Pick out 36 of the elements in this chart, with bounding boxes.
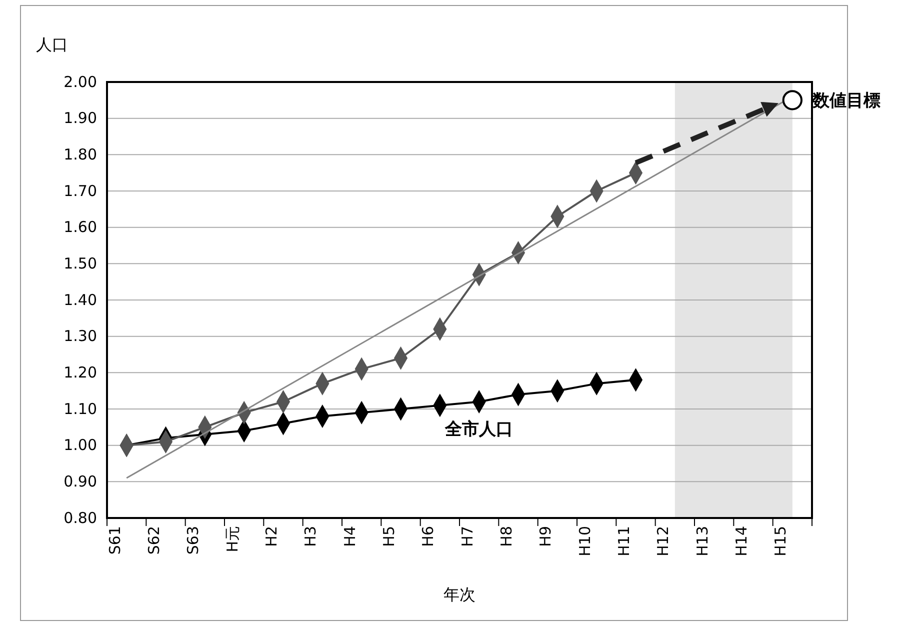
x-tick-label: H4: [340, 526, 359, 547]
x-tick-label: H15: [772, 526, 790, 556]
x-tick-label: H5: [380, 526, 398, 547]
x-tick-label: H6: [419, 526, 438, 547]
y-tick-label: 0.80: [64, 508, 97, 527]
x-tick-label: H10: [576, 526, 594, 556]
x-tick-label: H12: [654, 526, 672, 556]
series-label: 全市人口: [444, 420, 514, 440]
x-tick-label: S62: [145, 526, 163, 555]
y-tick-label: 0.90: [64, 472, 97, 490]
x-tick-label: H元: [223, 526, 242, 552]
x-tick-label: S63: [184, 526, 202, 555]
series-label: 数値目標: [811, 91, 880, 112]
x-axis-title: 年次: [444, 585, 476, 604]
x-tick-label: H8: [498, 526, 516, 547]
y-tick-label: 1.20: [64, 363, 97, 382]
y-tick-label: 1.10: [64, 400, 97, 418]
y-tick-label: 2.00: [64, 72, 97, 91]
y-tick-label: 1.60: [64, 218, 97, 236]
y-tick-label: 1.80: [64, 145, 97, 164]
y-tick-label: 1.40: [64, 290, 97, 309]
y-tick-label: 1.00: [64, 436, 97, 454]
y-axis-title: 人口: [36, 35, 68, 54]
y-tick-label: 1.70: [64, 182, 97, 200]
y-tick-label: 1.50: [64, 254, 97, 272]
x-tick-label: H13: [693, 526, 712, 556]
y-tick-label: 1.30: [64, 327, 97, 346]
x-tick-label: H14: [732, 526, 750, 556]
x-tick-label: H9: [536, 526, 555, 547]
x-tick-label: H7: [458, 526, 476, 547]
y-tick-label: 1.90: [64, 109, 97, 128]
point: [782, 90, 803, 110]
x-tick-label: H3: [302, 526, 320, 547]
x-tick-label: S61: [106, 526, 124, 555]
x-tick-label: H11: [615, 526, 633, 556]
x-tick-label: H2: [262, 526, 280, 547]
